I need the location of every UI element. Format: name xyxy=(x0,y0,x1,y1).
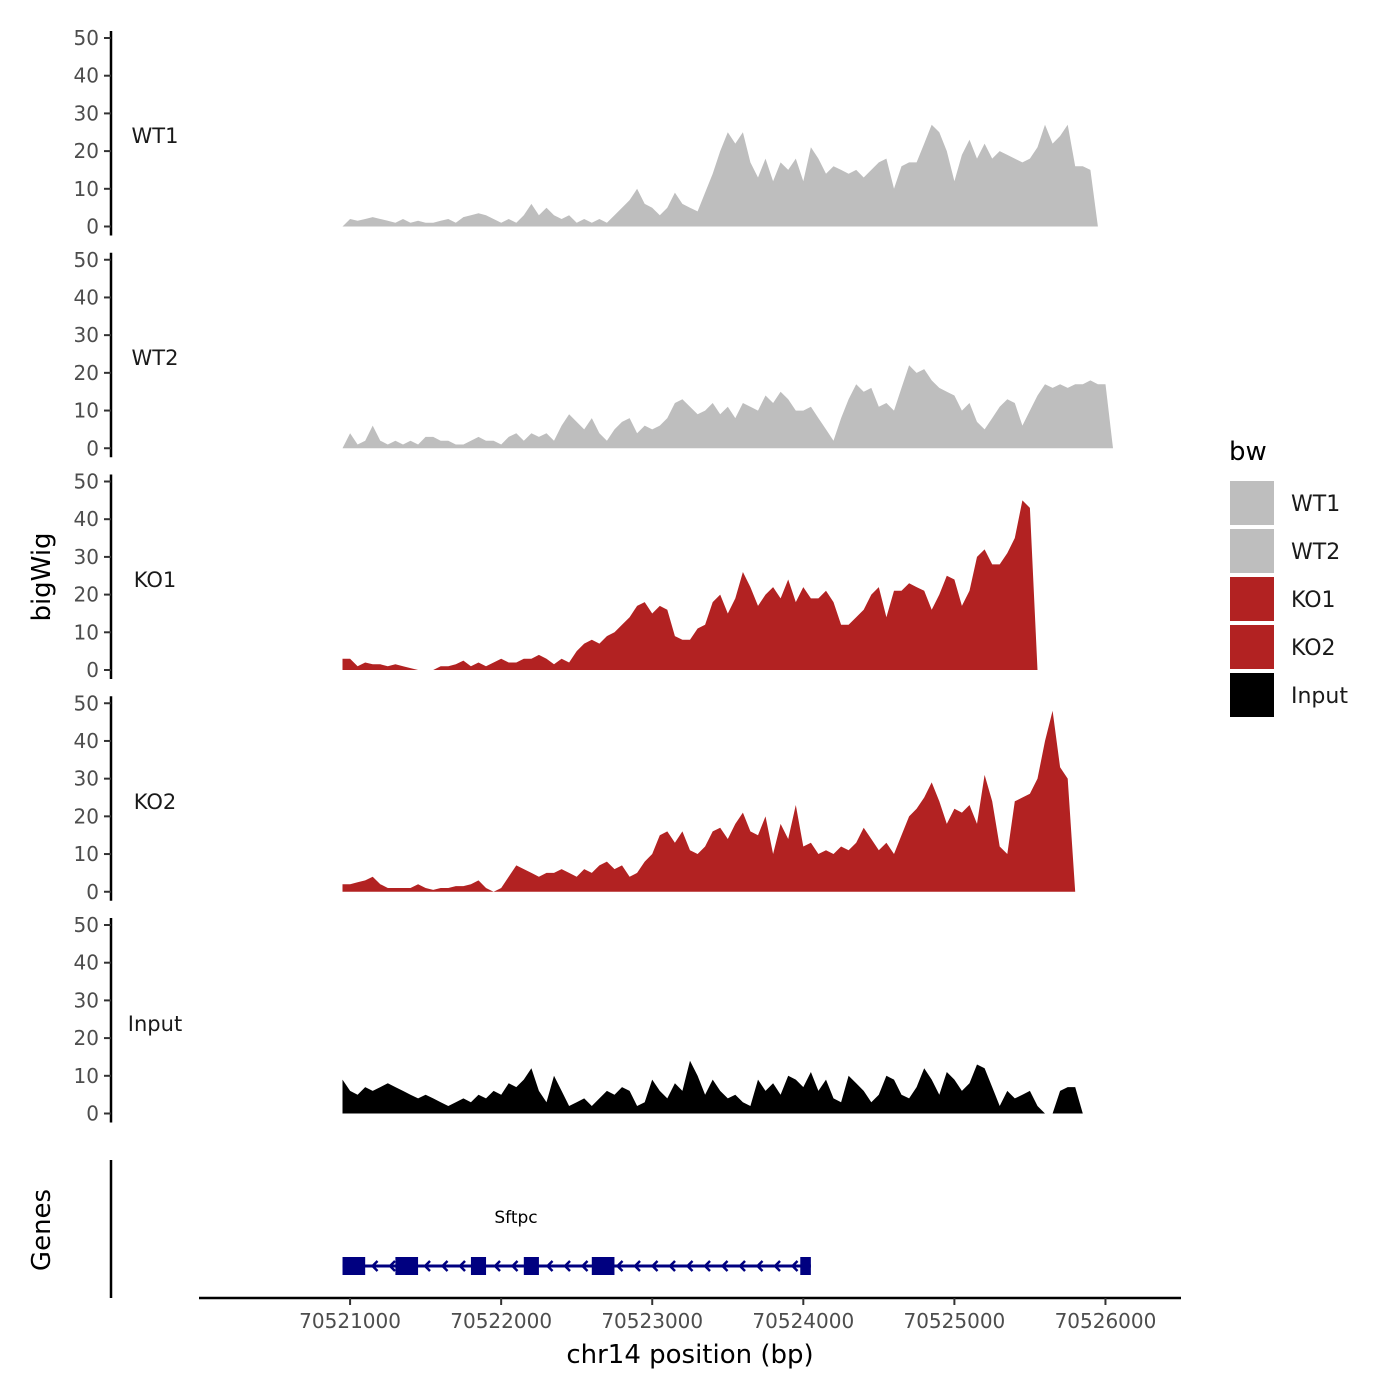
track-wt2: 0 10 20 30 40 50 WT2 xyxy=(74,248,1113,460)
legend: bw WT1 WT2 KO1 KO2 Input xyxy=(1228,437,1348,719)
area-ko2 xyxy=(342,710,1076,892)
legend-key-wt2 xyxy=(1228,527,1276,575)
y-tick-label: 0 xyxy=(86,880,99,904)
x-tick-label: 70523000 xyxy=(601,1309,703,1333)
y-tick-label: 0 xyxy=(86,1102,99,1126)
y-tick-label: 20 xyxy=(74,804,99,828)
legend-label-wt2: WT2 xyxy=(1291,540,1340,565)
legend-key-wt1 xyxy=(1228,479,1276,527)
strand-chevron xyxy=(685,1260,694,1272)
x-axis: 70521000 70522000 70523000 70524000 70525000… xyxy=(199,1296,1181,1333)
strand-chevron xyxy=(615,1260,624,1272)
exon xyxy=(591,1257,615,1275)
track-label: WT2 xyxy=(132,346,179,370)
y-tick-label: 50 xyxy=(74,248,99,272)
strand-chevron xyxy=(440,1260,449,1272)
y-tick-label: 20 xyxy=(74,361,99,385)
y-tick-label: 40 xyxy=(74,729,99,753)
gene-sftpc: Sftpc xyxy=(342,1208,811,1275)
legend-key-ko2 xyxy=(1228,623,1276,671)
y-axis-title: bigWig xyxy=(27,532,57,621)
strand-chevron xyxy=(703,1260,711,1272)
y-tick-label: 50 xyxy=(74,691,99,715)
y-tick-label: 10 xyxy=(74,1064,99,1088)
strand-chevron xyxy=(755,1260,764,1272)
track-ko1: 0 10 20 30 40 50 KO1 xyxy=(74,470,1038,682)
strand-chevron xyxy=(563,1260,571,1272)
y-tick-label: 20 xyxy=(74,139,99,163)
strand-chevron xyxy=(633,1260,641,1272)
exon xyxy=(523,1257,539,1275)
strand-chevron xyxy=(650,1260,659,1272)
genes-panel: Sftpc xyxy=(109,1160,811,1298)
y-tick-label: 10 xyxy=(74,399,99,423)
strand-chevron xyxy=(423,1260,431,1272)
area-wt2 xyxy=(342,365,1113,449)
strand-chevron xyxy=(458,1260,466,1272)
y-tick-label: 40 xyxy=(74,507,99,531)
area-wt1 xyxy=(342,124,1098,227)
track-label: KO2 xyxy=(134,790,177,814)
track-wt1: 0 10 20 30 40 50 WT1 xyxy=(74,26,1098,239)
x-tick-label: 70521000 xyxy=(299,1309,401,1333)
track-ko2: 0 10 20 30 40 50 KO2 xyxy=(74,691,1076,904)
exon xyxy=(470,1257,487,1275)
y-tick-label: 20 xyxy=(74,583,99,607)
y-tick-label: 40 xyxy=(74,285,99,309)
strand-chevron xyxy=(720,1260,729,1272)
y-tick-label: 30 xyxy=(74,545,99,569)
x-axis-title: chr14 position (bp) xyxy=(566,1340,813,1370)
area-input xyxy=(342,1060,1083,1114)
x-tick-label: 70526000 xyxy=(1055,1309,1157,1333)
strand-chevron xyxy=(545,1260,554,1272)
legend-title: bw xyxy=(1229,437,1267,467)
strand-chevron xyxy=(580,1260,589,1272)
strand-chevron xyxy=(510,1260,519,1272)
strand-chevron xyxy=(493,1260,501,1272)
y-tick-label: 40 xyxy=(74,951,99,975)
signal-tracks: 0 10 20 30 40 50 WT1 0 10 20 30 40 50 WT2 0 10 20 30 40 50 K… xyxy=(74,26,1113,1126)
y-tick-label: 0 xyxy=(86,658,99,682)
strand-chevron xyxy=(790,1260,799,1272)
y-tick-label: 30 xyxy=(74,767,99,791)
exon xyxy=(342,1257,366,1275)
x-tick-label: 70522000 xyxy=(450,1309,552,1333)
track-input: 0 10 20 30 40 50 Input xyxy=(74,913,1083,1126)
strand-chevron xyxy=(388,1260,396,1272)
y-tick-label: 50 xyxy=(74,26,99,50)
track-label: WT1 xyxy=(132,124,179,148)
y-tick-label: 10 xyxy=(74,620,99,644)
y-tick-label: 30 xyxy=(74,988,99,1012)
strand-chevron xyxy=(773,1260,781,1272)
gene-name: Sftpc xyxy=(494,1208,537,1228)
track-label: Input xyxy=(128,1012,182,1036)
y-tick-label: 50 xyxy=(74,470,99,494)
legend-label-ko2: KO2 xyxy=(1291,636,1336,661)
strand-chevron xyxy=(738,1260,746,1272)
track-label: KO1 xyxy=(134,568,177,592)
exon xyxy=(800,1257,811,1275)
y-tick-label: 10 xyxy=(74,842,99,866)
y-tick-label: 50 xyxy=(74,913,99,937)
y-tick-label: 30 xyxy=(74,101,99,125)
legend-label-wt1: WT1 xyxy=(1291,492,1340,517)
legend-label-ko1: KO1 xyxy=(1291,588,1336,613)
x-tick-label: 70525000 xyxy=(903,1309,1005,1333)
y-tick-label: 10 xyxy=(74,177,99,201)
legend-key-input xyxy=(1228,671,1276,719)
strand-chevron xyxy=(668,1260,676,1272)
y-tick-label: 30 xyxy=(74,323,99,347)
y-tick-label: 40 xyxy=(74,64,99,88)
area-ko1 xyxy=(342,500,1038,670)
x-tick-label: 70524000 xyxy=(752,1309,854,1333)
legend-key-ko1 xyxy=(1228,575,1276,623)
strand-chevron xyxy=(370,1260,379,1272)
y-tick-label: 0 xyxy=(86,215,99,239)
legend-label-input: Input xyxy=(1291,684,1348,709)
y-tick-label: 20 xyxy=(74,1026,99,1050)
y-tick-label: 0 xyxy=(86,436,99,460)
genes-axis-title: Genes xyxy=(27,1189,57,1271)
exon xyxy=(395,1257,419,1275)
